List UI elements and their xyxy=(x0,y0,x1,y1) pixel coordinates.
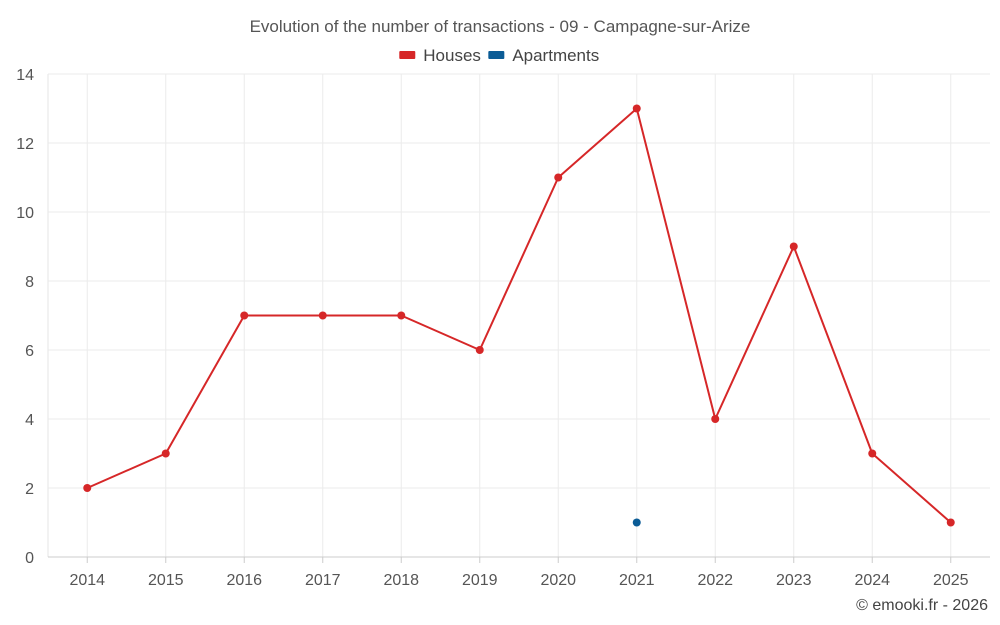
legend-swatch-apartments[interactable] xyxy=(488,51,505,59)
data-point-houses[interactable] xyxy=(318,311,327,320)
x-tick-label: 2023 xyxy=(776,572,812,589)
legend: Houses Apartments xyxy=(399,46,599,65)
axes: 0 2 4 6 8 10 12 14 2014 2015 2016 2017 2018 2019 2020 2… xyxy=(16,67,990,589)
series-layer xyxy=(83,104,955,527)
legend-label-apartments[interactable]: Apartments xyxy=(512,46,599,65)
data-point-houses[interactable] xyxy=(632,104,641,113)
data-point-houses[interactable] xyxy=(789,242,798,251)
data-point-houses[interactable] xyxy=(240,311,249,320)
y-tick-label: 14 xyxy=(16,67,34,84)
data-point-houses[interactable] xyxy=(554,173,563,182)
legend-swatch-houses[interactable] xyxy=(399,51,416,59)
x-tick-label: 2022 xyxy=(697,572,733,589)
x-tick-label: 2014 xyxy=(69,572,105,589)
x-tick-label: 2016 xyxy=(226,572,262,589)
data-point-houses[interactable] xyxy=(397,311,406,320)
data-point-houses[interactable] xyxy=(161,449,170,458)
x-tick-label: 2024 xyxy=(854,572,890,589)
data-point-houses[interactable] xyxy=(946,518,955,527)
y-tick-label: 8 xyxy=(25,274,34,291)
data-point-houses[interactable] xyxy=(711,415,720,423)
grid xyxy=(48,73,990,557)
x-tick-label: 2018 xyxy=(383,572,419,589)
x-tick-label: 2017 xyxy=(305,572,341,589)
x-tick-label: 2021 xyxy=(619,572,655,589)
y-tick-label: 10 xyxy=(16,205,34,222)
x-tick-label: 2025 xyxy=(933,572,969,589)
series-line-houses xyxy=(86,107,952,524)
data-point-houses[interactable] xyxy=(83,484,92,492)
chart-title: Evolution of the number of transactions … xyxy=(250,17,751,36)
data-point-houses[interactable] xyxy=(475,346,484,354)
y-tick-label: 12 xyxy=(16,136,34,153)
credit-text: © emooki.fr - 2026 xyxy=(856,597,988,614)
y-tick-label: 6 xyxy=(25,343,34,360)
x-tick-label: 2019 xyxy=(462,572,498,589)
y-tick-label: 2 xyxy=(25,481,34,498)
data-point-apartments[interactable] xyxy=(632,518,641,527)
y-tick-label: 4 xyxy=(25,412,34,429)
x-tick-label: 2020 xyxy=(540,572,576,589)
data-point-houses[interactable] xyxy=(868,449,877,458)
y-tick-label: 0 xyxy=(25,550,34,567)
x-tick-label: 2015 xyxy=(148,572,184,589)
legend-label-houses[interactable]: Houses xyxy=(423,46,481,65)
